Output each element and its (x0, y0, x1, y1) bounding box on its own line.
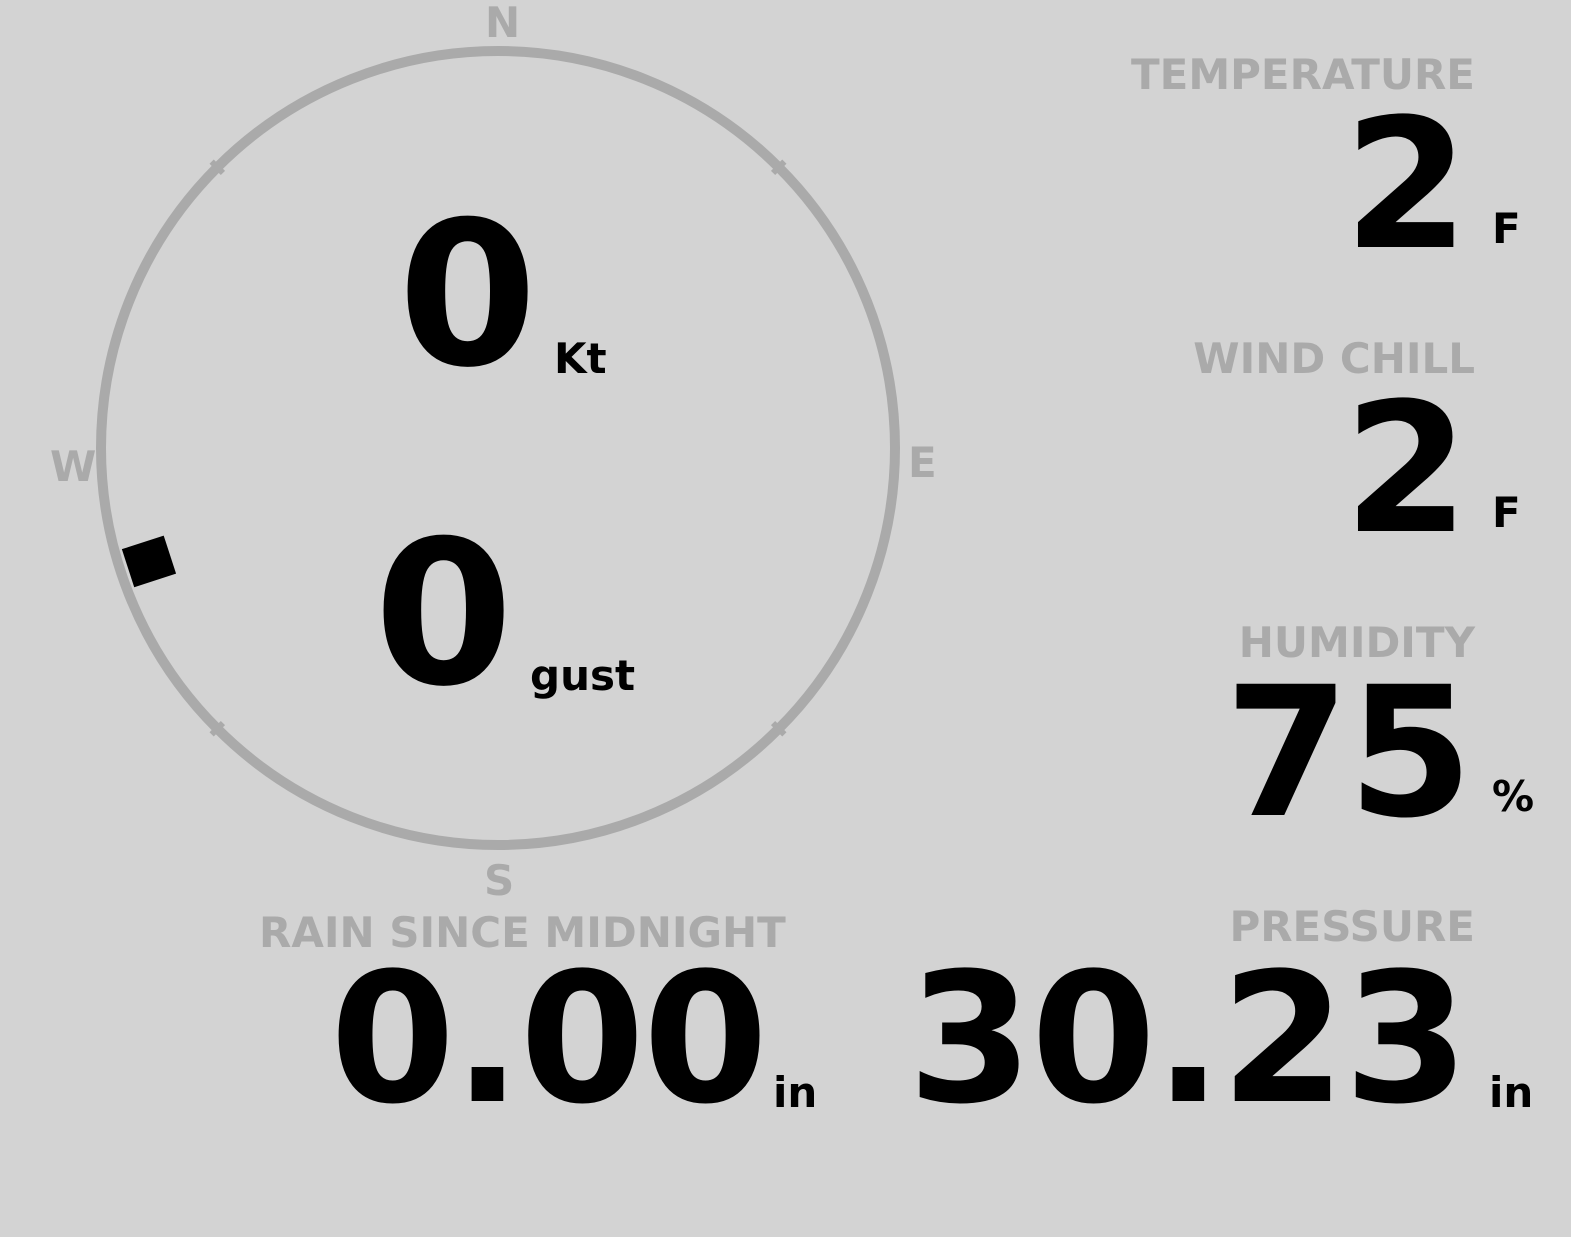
rain-value: 0.00 (330, 935, 768, 1144)
wind-speed-unit: Kt (554, 334, 607, 383)
humidity-label: HUMIDITY (1238, 618, 1475, 667)
compass-north: N (485, 0, 521, 47)
wind-gust-value: 0 (374, 498, 513, 731)
compass-south: S (484, 856, 515, 905)
compass-tick (209, 720, 226, 737)
compass-tick (770, 159, 787, 176)
humidity-unit: % (1492, 772, 1535, 821)
rain-unit: in (773, 1068, 818, 1117)
pressure-value: 30.23 (907, 935, 1469, 1144)
compass-east: E (908, 438, 937, 487)
wind-direction-marker (121, 535, 177, 588)
temperature-value: 2 (1343, 81, 1469, 290)
wind-speed-value: 0 (398, 179, 537, 412)
rain-label: RAIN SINCE MIDNIGHT (259, 908, 786, 957)
temperature-unit: F (1492, 204, 1521, 253)
wind-chill-unit: F (1492, 488, 1521, 537)
wind-chill-value: 2 (1343, 365, 1469, 574)
temperature-label: TEMPERATURE (1131, 50, 1475, 99)
compass-west: W (50, 442, 97, 491)
humidity-value: 75 (1224, 649, 1473, 858)
compass-tick (209, 159, 226, 176)
pressure-unit: in (1489, 1068, 1534, 1117)
wind-compass (96, 46, 900, 850)
pressure-label: PRESSURE (1229, 902, 1475, 951)
compass-ring (96, 46, 900, 850)
compass-tick (770, 720, 787, 737)
wind-gust-unit: gust (530, 651, 636, 700)
compass-ticks (209, 159, 787, 737)
wind-chill-label: WIND CHILL (1193, 334, 1475, 383)
